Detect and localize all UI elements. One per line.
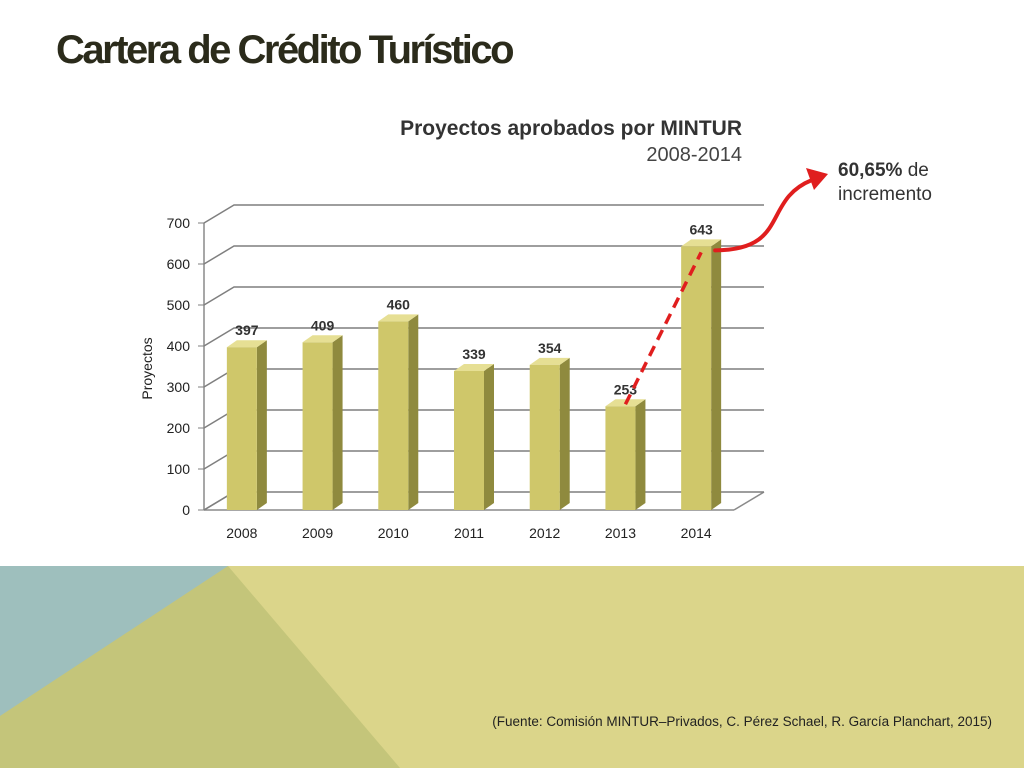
chart-title-block: Proyectos aprobados por MINTUR 2008-2014 <box>400 116 742 168</box>
chart-subtitle: 2008-2014 <box>646 144 742 166</box>
bar-top <box>454 364 494 372</box>
data-label: 397 <box>235 322 259 338</box>
y-tick-label: 400 <box>167 338 191 354</box>
bar-top <box>378 314 419 322</box>
y-tick-label: 500 <box>167 297 191 313</box>
x-tick-label: 2013 <box>605 525 636 541</box>
increment-text-1: de <box>907 160 929 181</box>
chart-title: Proyectos aprobados por MINTUR <box>400 117 742 140</box>
source-note: (Fuente: Comisión MINTUR–Privados, C. Pé… <box>492 714 992 729</box>
bar <box>226 347 257 510</box>
increment-arrow <box>713 178 814 253</box>
data-label: 354 <box>538 340 562 356</box>
y-tick-label: 100 <box>167 461 191 477</box>
trend-line <box>623 251 703 406</box>
band-teal <box>0 566 228 716</box>
bar-top <box>529 357 570 365</box>
x-tick-label: 2008 <box>226 525 257 541</box>
y-tick-label: 700 <box>167 215 191 231</box>
y-tick-label: 600 <box>167 256 191 272</box>
data-label: 460 <box>387 296 411 312</box>
increment-text-2: incremento <box>838 184 932 205</box>
bar <box>681 246 712 510</box>
bar-top <box>226 340 267 348</box>
bar <box>454 371 484 510</box>
y-tick-label: 0 <box>182 502 190 518</box>
bar-side <box>484 364 494 510</box>
slide-title: Cartera de Crédito Turístico <box>56 28 515 72</box>
gridline <box>203 327 764 347</box>
bar-top <box>302 335 343 343</box>
bar <box>529 364 560 510</box>
gridline <box>203 245 764 265</box>
bar-side <box>711 239 722 510</box>
bar-side <box>256 340 267 510</box>
bar <box>605 406 636 510</box>
increment-arrow-head <box>806 168 828 190</box>
gridline <box>203 286 764 306</box>
bar-side <box>559 357 570 510</box>
x-tick-label: 2011 <box>454 525 484 541</box>
decorative-band <box>0 566 1024 768</box>
gridline <box>203 204 764 224</box>
y-tick-label: 300 <box>167 379 191 395</box>
data-label: 339 <box>462 346 486 362</box>
bar <box>378 321 409 510</box>
bar-top <box>681 239 722 247</box>
y-tick-label: 200 <box>167 420 191 436</box>
bar <box>302 342 333 510</box>
bar-side <box>635 399 646 510</box>
y-axis-label: Proyectos <box>139 337 155 399</box>
x-tick-label: 2014 <box>681 525 712 541</box>
bar-side <box>332 335 343 510</box>
x-tick-label: 2012 <box>529 525 560 541</box>
data-label: 253 <box>614 381 638 397</box>
increment-annotation: 60,65% de incremento <box>838 159 932 207</box>
data-label: 409 <box>311 317 335 333</box>
data-label: 643 <box>689 221 713 237</box>
x-tick-label: 2009 <box>302 525 333 541</box>
bar-side <box>408 314 419 510</box>
increment-percent: 60,65% <box>838 160 903 181</box>
floor-right-edge <box>733 491 765 511</box>
bar-chart: 0 100 200 300 400 500 600 700 Proyectos 397 2008 40… <box>139 168 828 541</box>
x-tick-label: 2010 <box>378 525 409 541</box>
